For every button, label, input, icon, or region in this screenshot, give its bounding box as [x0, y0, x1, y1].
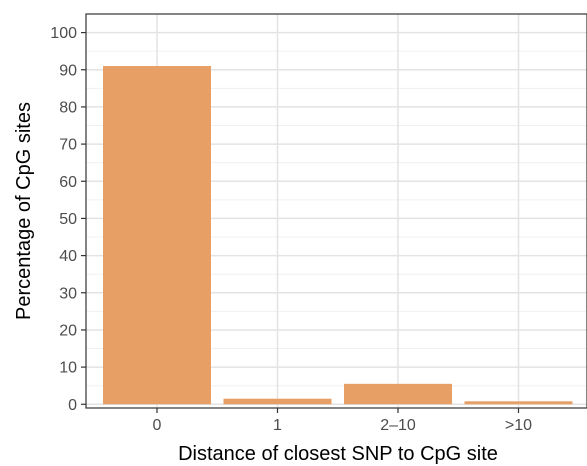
- y-tick-label: 80: [59, 99, 77, 116]
- x-tick-label: 0: [153, 417, 162, 434]
- x-tick-label: 1: [273, 417, 282, 434]
- x-tick-label: >10: [505, 417, 532, 434]
- x-axis: 0 1 2–10 >10: [153, 408, 532, 434]
- y-tick-label: 60: [59, 174, 77, 191]
- y-tick-label: 20: [59, 322, 77, 339]
- y-tick-label: 0: [68, 397, 77, 414]
- y-tick-label: 40: [59, 248, 77, 265]
- x-tick-label: 2–10: [380, 417, 416, 434]
- bar-1: [223, 398, 332, 405]
- bar-0: [103, 66, 211, 405]
- y-tick-label: 30: [59, 285, 77, 302]
- y-tick-label: 70: [59, 137, 77, 154]
- y-tick-label: 100: [50, 25, 77, 42]
- y-tick-label: 90: [59, 62, 77, 79]
- bar-3: [464, 401, 573, 405]
- y-tick-label: 10: [59, 360, 77, 377]
- panel-border: [85, 13, 587, 409]
- x-axis-title: Distance of closest SNP to CpG site: [178, 443, 498, 465]
- bars: [103, 66, 573, 405]
- y-axis-title: Percentage of CpG sites: [13, 102, 35, 320]
- bar-2: [344, 383, 452, 405]
- y-axis: 0 10 20 30 40 50 60 70 80 90 100: [50, 25, 86, 414]
- y-tick-label: 50: [59, 211, 77, 228]
